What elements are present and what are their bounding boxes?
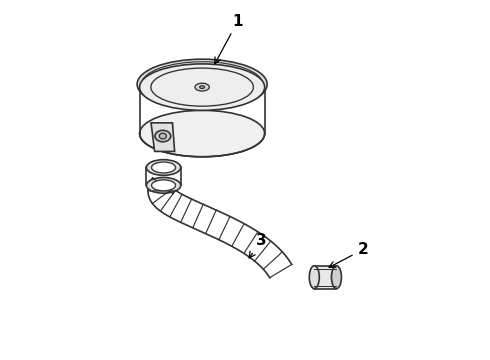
Polygon shape xyxy=(314,266,337,289)
Ellipse shape xyxy=(137,59,267,109)
Ellipse shape xyxy=(140,111,265,157)
Ellipse shape xyxy=(140,64,265,111)
Polygon shape xyxy=(151,123,174,152)
Ellipse shape xyxy=(151,180,175,191)
Ellipse shape xyxy=(199,86,205,89)
Ellipse shape xyxy=(155,130,171,142)
Ellipse shape xyxy=(331,266,342,289)
Text: 3: 3 xyxy=(249,233,267,258)
Ellipse shape xyxy=(147,177,181,193)
Ellipse shape xyxy=(142,62,263,107)
Ellipse shape xyxy=(147,159,181,175)
Ellipse shape xyxy=(151,162,175,173)
Ellipse shape xyxy=(159,133,167,139)
Text: 2: 2 xyxy=(329,242,368,267)
Ellipse shape xyxy=(309,266,319,289)
Text: 1: 1 xyxy=(215,14,243,64)
Ellipse shape xyxy=(195,83,209,91)
